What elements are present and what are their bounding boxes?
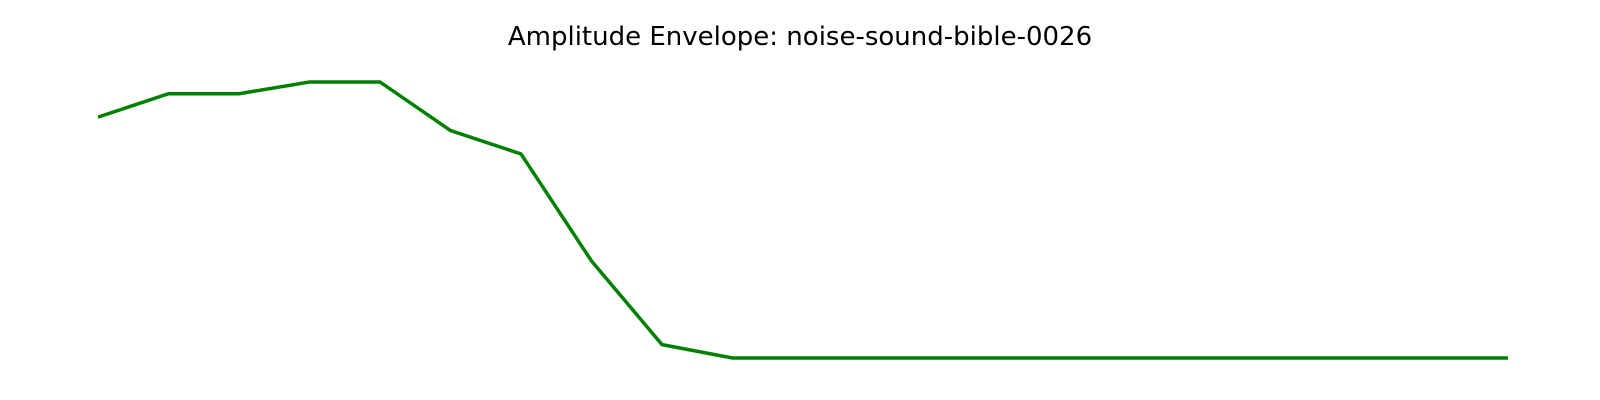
chart-title: Amplitude Envelope: noise-sound-bible-00… — [507, 22, 1093, 52]
series-layer — [97, 80, 1508, 360]
envelope-line-series-0 — [97, 80, 1508, 360]
